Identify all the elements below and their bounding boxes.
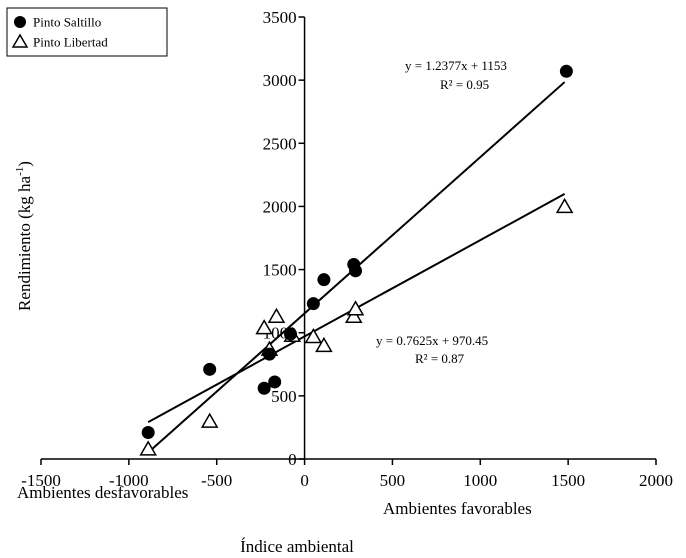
x-sublabel-left: Ambientes desfavorables	[17, 483, 188, 502]
y-axis-title-main: Rendimiento (kg ha	[15, 175, 34, 310]
legend-box	[6, 7, 168, 57]
y-axis-title: Rendimiento (kg ha-1)	[14, 161, 34, 311]
point-pinto-libertad	[344, 307, 363, 324]
x-tick-label: -1000	[109, 471, 149, 490]
legend-label-pinto-saltillo: Pinto Saltillo	[33, 15, 101, 30]
legend-marker-pinto-saltillo	[14, 16, 26, 28]
point-pinto-libertad	[139, 440, 157, 456]
legend-marker-pinto-libertad	[11, 33, 29, 48]
point-pinto-saltillo	[317, 273, 331, 287]
y-axis-title-close: )	[15, 161, 34, 167]
x-tick-label: -500	[201, 471, 232, 490]
x-tick-label: 2000	[639, 471, 673, 490]
point-pinto-libertad	[346, 300, 365, 316]
point-pinto-saltillo	[141, 425, 155, 439]
y-tick-label: 2000	[263, 197, 297, 216]
equation-pinto-saltillo: y = 1.2377x + 1153	[405, 58, 507, 73]
point-pinto-saltillo	[203, 362, 217, 376]
y-tick-label: 1500	[263, 261, 297, 280]
y-tick-label: 0	[288, 450, 297, 469]
point-pinto-saltillo	[268, 375, 282, 389]
point-pinto-saltillo	[349, 264, 363, 278]
point-pinto-libertad	[200, 412, 219, 428]
x-tick-label: 500	[380, 471, 406, 490]
x-sublabel-right: Ambientes favorables	[383, 499, 532, 518]
y-axis-title-superscript: -1	[14, 167, 26, 176]
point-pinto-libertad	[555, 197, 574, 214]
y-tick-label: 3500	[263, 8, 297, 27]
point-pinto-saltillo	[284, 327, 298, 341]
r2-pinto-saltillo: R² = 0.95	[440, 77, 489, 92]
legend-label-pinto-libertad: Pinto Libertad	[33, 35, 108, 50]
x-tick-label: 1500	[551, 471, 585, 490]
legend: Pinto Saltillo Pinto Libertad	[6, 7, 168, 57]
point-pinto-libertad	[255, 319, 273, 335]
plot-area: -1500 -1000 -500 0 500 1000 1500 20000500100015…	[21, 8, 673, 490]
y-tick-label: 3000	[263, 71, 297, 90]
point-pinto-saltillo	[262, 347, 276, 361]
point-pinto-libertad	[315, 336, 333, 353]
y-tick-label: 500	[271, 387, 297, 406]
point-pinto-saltillo	[559, 64, 573, 78]
x-axis-title: Índice ambiental	[240, 537, 354, 556]
x-tick-label: -1500	[21, 471, 61, 490]
point-pinto-libertad	[267, 307, 286, 324]
equation-pinto-libertad: y = 0.7625x + 970.45	[376, 333, 488, 348]
point-pinto-saltillo	[306, 297, 320, 311]
x-tick-label: 0	[300, 471, 309, 490]
point-pinto-libertad	[304, 328, 323, 344]
y-tick-label: 2500	[263, 134, 297, 153]
x-tick-label: 1000	[463, 471, 497, 490]
point-pinto-saltillo	[257, 381, 271, 395]
r2-pinto-libertad: R² = 0.87	[415, 351, 465, 366]
